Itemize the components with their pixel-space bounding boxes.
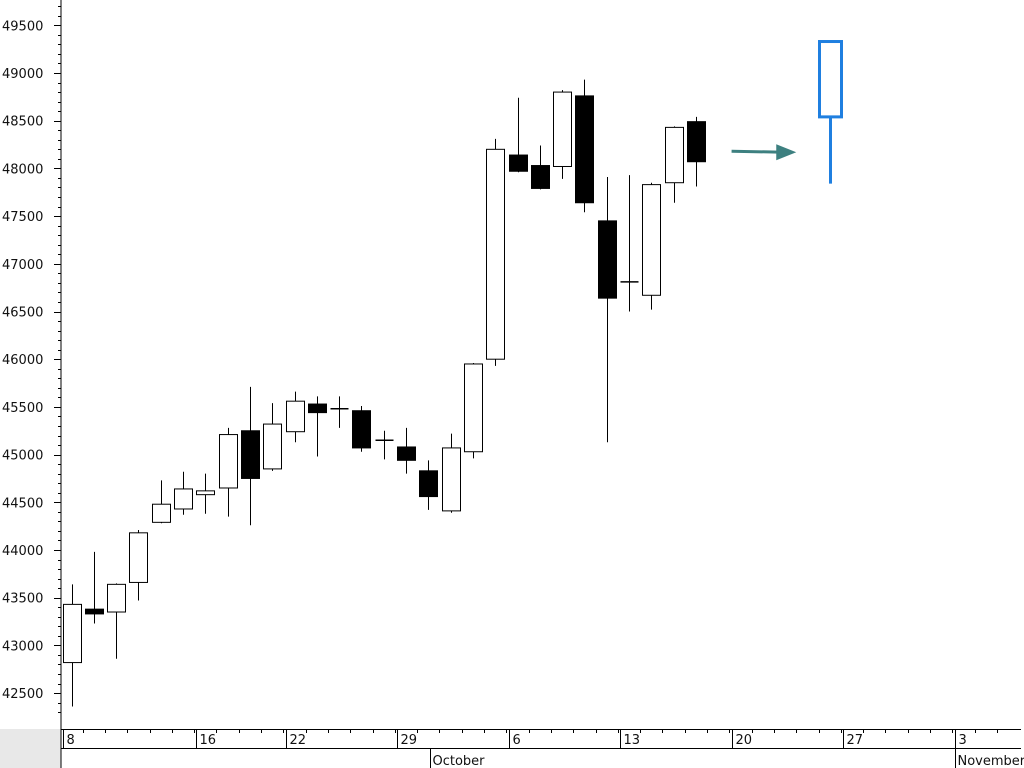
candle-body: [442, 447, 461, 512]
y-tick-label: 48000: [2, 162, 43, 177]
x-axis: 8 16 22 29 6 13 20 27 3 October November: [61, 729, 1024, 768]
x-tick-label: 20: [736, 733, 753, 748]
x-tick-label: 16: [200, 733, 217, 748]
y-tick-label: 44500: [2, 496, 43, 511]
y-tick-label: 47000: [2, 258, 43, 273]
x-tick-label: 3: [959, 733, 967, 748]
y-tick-label: 45000: [2, 449, 43, 464]
month-label: October: [433, 754, 486, 768]
candle-body: [397, 446, 416, 461]
axis-corner: [0, 729, 61, 768]
x-tick-label: 13: [624, 733, 641, 748]
forecast-body: [818, 40, 843, 119]
candle-body: [85, 608, 104, 615]
y-tick-label: 46500: [2, 306, 43, 321]
candle-body: [553, 91, 572, 167]
y-tick-label: 49000: [2, 67, 43, 82]
candle-body: [464, 363, 483, 453]
candle-body: [152, 503, 171, 523]
candle-body: [687, 121, 706, 163]
candle-body: [241, 430, 260, 479]
y-tick-label: 48500: [2, 115, 43, 130]
y-axis: 42500 43000 43500 44000 44500 45000 45500 46000…: [2, 0, 62, 768]
x-tick-label: 22: [290, 733, 307, 748]
x-tick-label: 6: [513, 733, 521, 748]
candle-body: [107, 583, 126, 613]
y-tick-label: 43500: [2, 592, 43, 607]
forecast-group: [731, 40, 843, 184]
candle-body: [665, 126, 684, 184]
candle-body: [575, 95, 594, 204]
y-tick-label: 43000: [2, 639, 43, 654]
candle-body: [598, 220, 617, 299]
candle-body: [486, 148, 505, 360]
arrow-head: [776, 144, 797, 161]
y-tick-label: 47500: [2, 210, 43, 225]
x-tick-label: 27: [847, 733, 864, 748]
candles-group: [63, 79, 706, 707]
y-tick-label: 49500: [2, 19, 43, 34]
y-tick-label: 45500: [2, 401, 43, 416]
y-tick-label: 42500: [2, 687, 43, 702]
candle-body: [509, 154, 528, 172]
month-label: November: [958, 754, 1024, 768]
candle-body: [196, 490, 215, 496]
candle-body: [531, 165, 550, 189]
arrow-shaft: [731, 149, 785, 154]
candle-body: [286, 400, 305, 433]
candle-body: [219, 434, 238, 489]
candle-body: [263, 423, 282, 470]
x-tick-label: 29: [401, 733, 418, 748]
y-tick-label: 44000: [2, 544, 43, 559]
candle-body: [419, 470, 438, 498]
x-tick-label: 8: [67, 733, 75, 748]
candle-body: [642, 184, 661, 296]
candle-body: [352, 410, 371, 449]
plot-area: [0, 729, 61, 768]
candle-body: [63, 603, 82, 664]
candle-body: [129, 532, 148, 583]
candle-body: [308, 403, 327, 414]
y-tick-label: 46000: [2, 353, 43, 368]
candle-body: [174, 488, 193, 510]
